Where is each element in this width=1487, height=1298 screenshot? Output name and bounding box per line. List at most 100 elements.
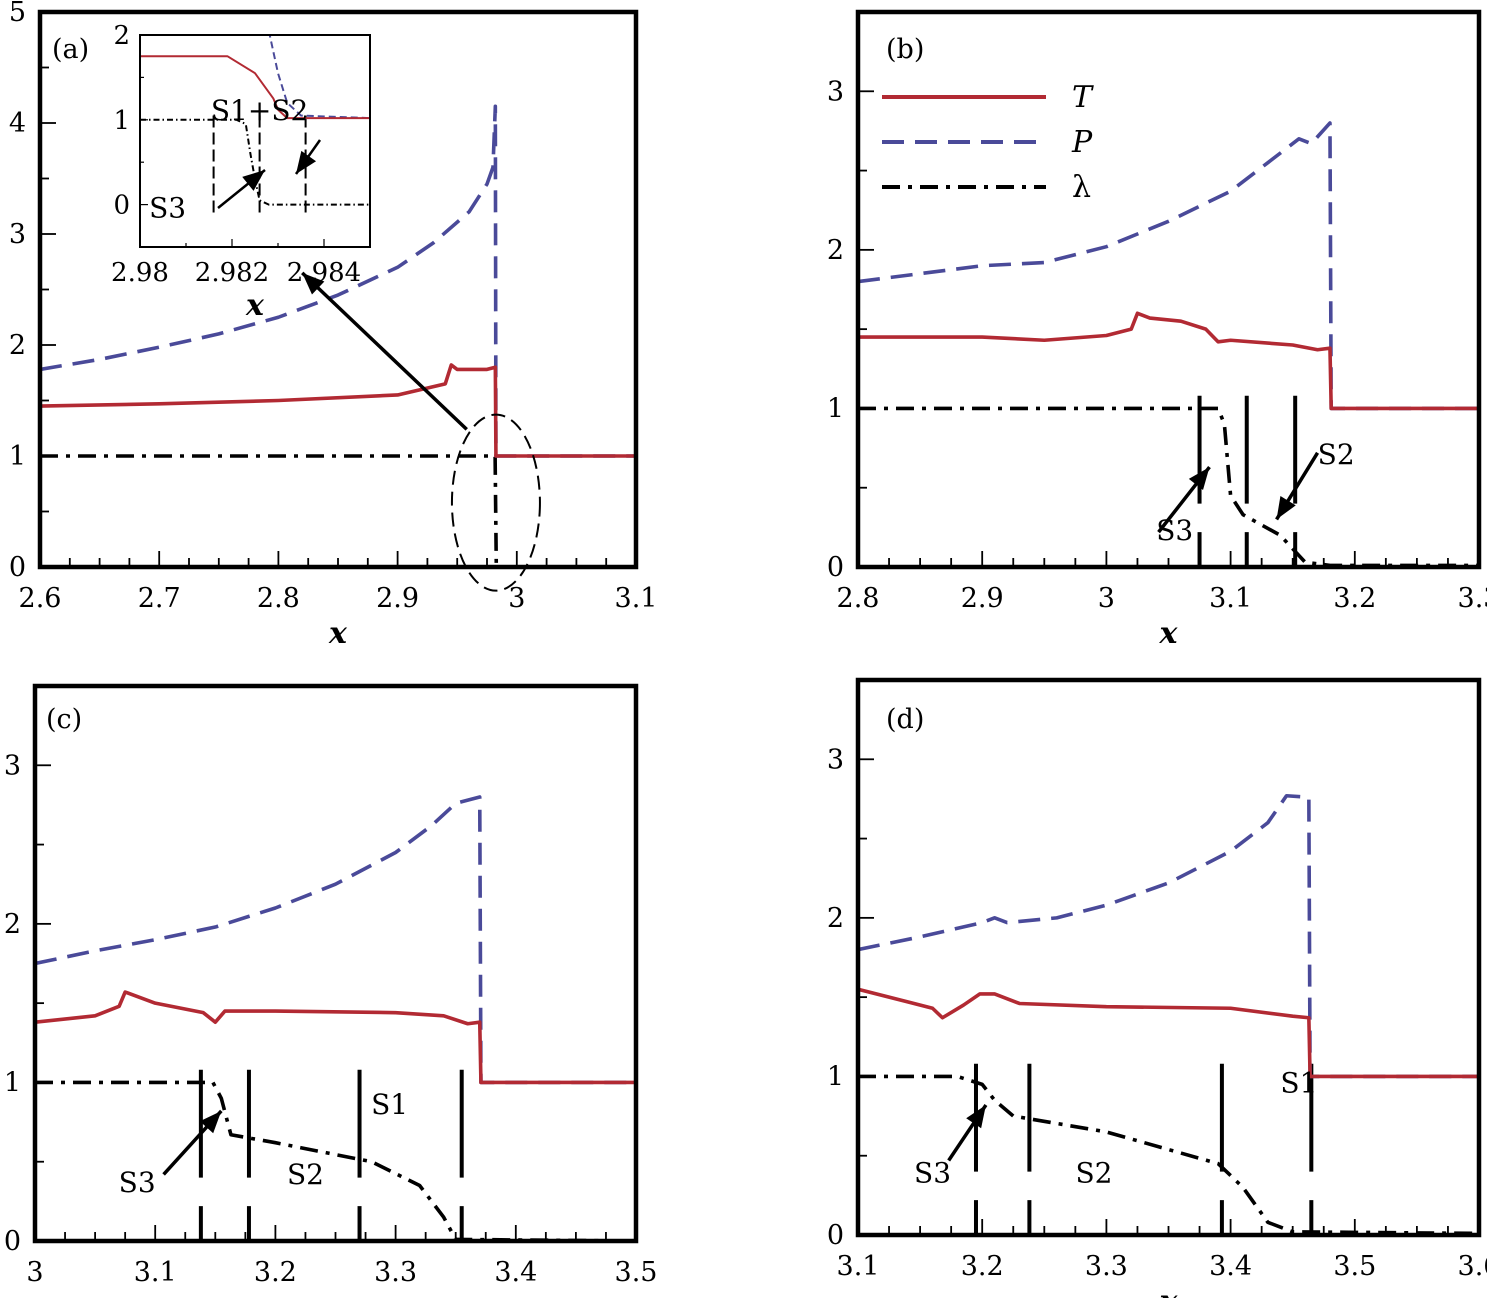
series-line-P-b — [858, 121, 1479, 411]
plot-area-a — [40, 104, 636, 567]
series-line-lambda-c — [35, 1080, 636, 1241]
plot-area-c — [35, 795, 636, 1241]
y-tick-label-b: 1 — [827, 393, 844, 424]
inset-background — [140, 35, 370, 247]
y-tick-label-c: 0 — [4, 1226, 21, 1257]
x-tick-label-d: 3.2 — [961, 1251, 1004, 1282]
series-line-T-c — [35, 990, 636, 1085]
plot-area-d — [858, 793, 1479, 1235]
legend: TPλ — [882, 80, 1094, 205]
x-tick-label-c: 3.4 — [494, 1257, 537, 1288]
chart-panel-c: 0 1 2 3 3 3.1 3.2 3.3 3.4 3.5 x (c) S3 S2 S1 — [4, 683, 658, 1298]
series-line-lambda-a — [40, 454, 636, 567]
y-tick-label-d: 1 — [827, 1061, 844, 1092]
inset-annotation-s3: S3 — [149, 191, 186, 224]
inset-annotation-s1-s2: S1+S2 — [211, 94, 308, 127]
y-tick-label-c: 3 — [4, 750, 21, 781]
zoom-arrow — [301, 271, 468, 431]
annotation-b-s2: S2 — [1318, 438, 1355, 471]
plot-area-b — [858, 121, 1479, 567]
legend-label-P: P — [1071, 125, 1093, 160]
x-tick-label-b: 3.1 — [1209, 583, 1252, 614]
y-tick-label-d: 0 — [827, 1220, 844, 1251]
annotation-c-s3: S3 — [119, 1166, 156, 1199]
x-axis-title-d: x — [1159, 1284, 1179, 1298]
x-tick-label-d: 3.6 — [1458, 1251, 1487, 1282]
x-tick-label-c: 3 — [26, 1257, 43, 1288]
arrow-s3-c-head — [199, 1110, 222, 1134]
x-tick-label-a-inset: 2.984 — [287, 258, 361, 288]
x-tick-label-a: 2.9 — [376, 583, 419, 614]
inset-plot-area — [140, 35, 370, 218]
annotation-d-s3: S3 — [914, 1157, 951, 1190]
y-tick-label-b: 3 — [827, 76, 844, 107]
annotation-d-s1: S1 — [1280, 1066, 1317, 1099]
panel-label-c: (c) — [46, 704, 82, 735]
x-tick-label-c: 3.5 — [615, 1257, 658, 1288]
y-tick-label-a-inset: 1 — [113, 106, 130, 136]
zoom-arrow-head — [302, 272, 325, 295]
y-tick-label-a: 5 — [9, 0, 26, 28]
x-tick-label-a: 3.1 — [615, 583, 658, 614]
y-tick-label-a-inset: 0 — [113, 191, 130, 221]
x-tick-label-a: 2.8 — [257, 583, 300, 614]
x-tick-label-b: 3.3 — [1458, 583, 1487, 614]
inset-frame-a-inset — [139, 34, 371, 248]
x-tick-label-a: 2.6 — [19, 583, 62, 614]
series-line-T-d — [858, 987, 1479, 1079]
series-line-T-inset — [140, 55, 370, 120]
series-line-T-a — [40, 363, 636, 458]
annotation-c-s1: S1 — [371, 1088, 408, 1121]
y-tick-label-b: 0 — [827, 552, 844, 583]
panel-label-a: (a) — [52, 34, 89, 65]
inset-plot: 0 1 2 2.98 2.982 2.984 x S1+S2 S3 — [111, 21, 371, 323]
series-line-lambda-d — [858, 1074, 1479, 1235]
x-axis-title-c: x — [326, 1290, 346, 1298]
x-tick-label-d: 3.3 — [1085, 1251, 1128, 1282]
series-line-P-a — [40, 104, 636, 458]
chart-panel-a: 0 1 2 3 4 5 2.6 2.7 2.8 2.9 3 3.1 x (a) 0 1 2 2.98 2.982 2.… — [9, 0, 658, 651]
x-tick-label-b: 2.9 — [961, 583, 1004, 614]
panel-label-b: (b) — [886, 34, 924, 65]
y-tick-label-a: 4 — [9, 108, 26, 139]
x-tick-label-d: 3.4 — [1209, 1251, 1252, 1282]
series-line-P-c — [35, 795, 636, 1085]
arrow-s3-d-head — [966, 1104, 986, 1129]
y-tick-label-c: 1 — [4, 1067, 21, 1098]
y-tick-label-a-inset: 2 — [113, 21, 130, 51]
y-tick-label-a: 1 — [9, 441, 26, 472]
arrow-s3-b-head — [1188, 467, 1210, 490]
inset-arrow-s1s2-head — [296, 150, 317, 174]
x-tick-label-b: 3.2 — [1333, 583, 1376, 614]
x-tick-label-c: 3.3 — [374, 1257, 417, 1288]
x-tick-label-c: 3.1 — [134, 1257, 177, 1288]
zoom-region-ellipse — [450, 413, 541, 592]
x-tick-label-c: 3.2 — [254, 1257, 297, 1288]
annotation-c-s2: S2 — [287, 1158, 324, 1191]
y-tick-label-a: 0 — [9, 552, 26, 583]
y-tick-label-b: 2 — [827, 235, 844, 266]
x-tick-label-a-inset: 2.98 — [111, 258, 169, 288]
x-tick-label-b: 2.8 — [837, 583, 880, 614]
x-tick-label-a: 3 — [508, 583, 525, 614]
chart-panels: 0 1 2 3 4 5 2.6 2.7 2.8 2.9 3 3.1 x (a) 0 1 2 2.98 2.982 2.… — [4, 0, 1487, 1298]
x-axis-title-a-inset: x — [245, 288, 265, 323]
series-line-lambda-b — [858, 406, 1479, 567]
x-tick-label-a-inset: 2.982 — [195, 258, 269, 288]
annotation-b-s3: S3 — [1156, 514, 1193, 547]
x-axis-title-b: x — [1159, 616, 1179, 651]
legend-label-T: T — [1072, 80, 1094, 115]
y-tick-label-d: 2 — [827, 903, 844, 934]
series-line-T-b — [858, 311, 1479, 411]
legend-label-lambda: λ — [1072, 170, 1091, 205]
x-tick-label-a: 2.7 — [138, 583, 181, 614]
y-tick-label-a: 2 — [9, 330, 26, 361]
annotation-d-s2: S2 — [1075, 1157, 1112, 1190]
x-tick-label-d: 3.1 — [837, 1251, 880, 1282]
series-line-lambda-inset — [140, 118, 370, 206]
inset-arrow-s3-head — [242, 170, 265, 191]
series-line-P-inset — [268, 35, 370, 120]
x-tick-label-d: 3.5 — [1333, 1251, 1376, 1282]
y-tick-label-a: 3 — [9, 219, 26, 250]
